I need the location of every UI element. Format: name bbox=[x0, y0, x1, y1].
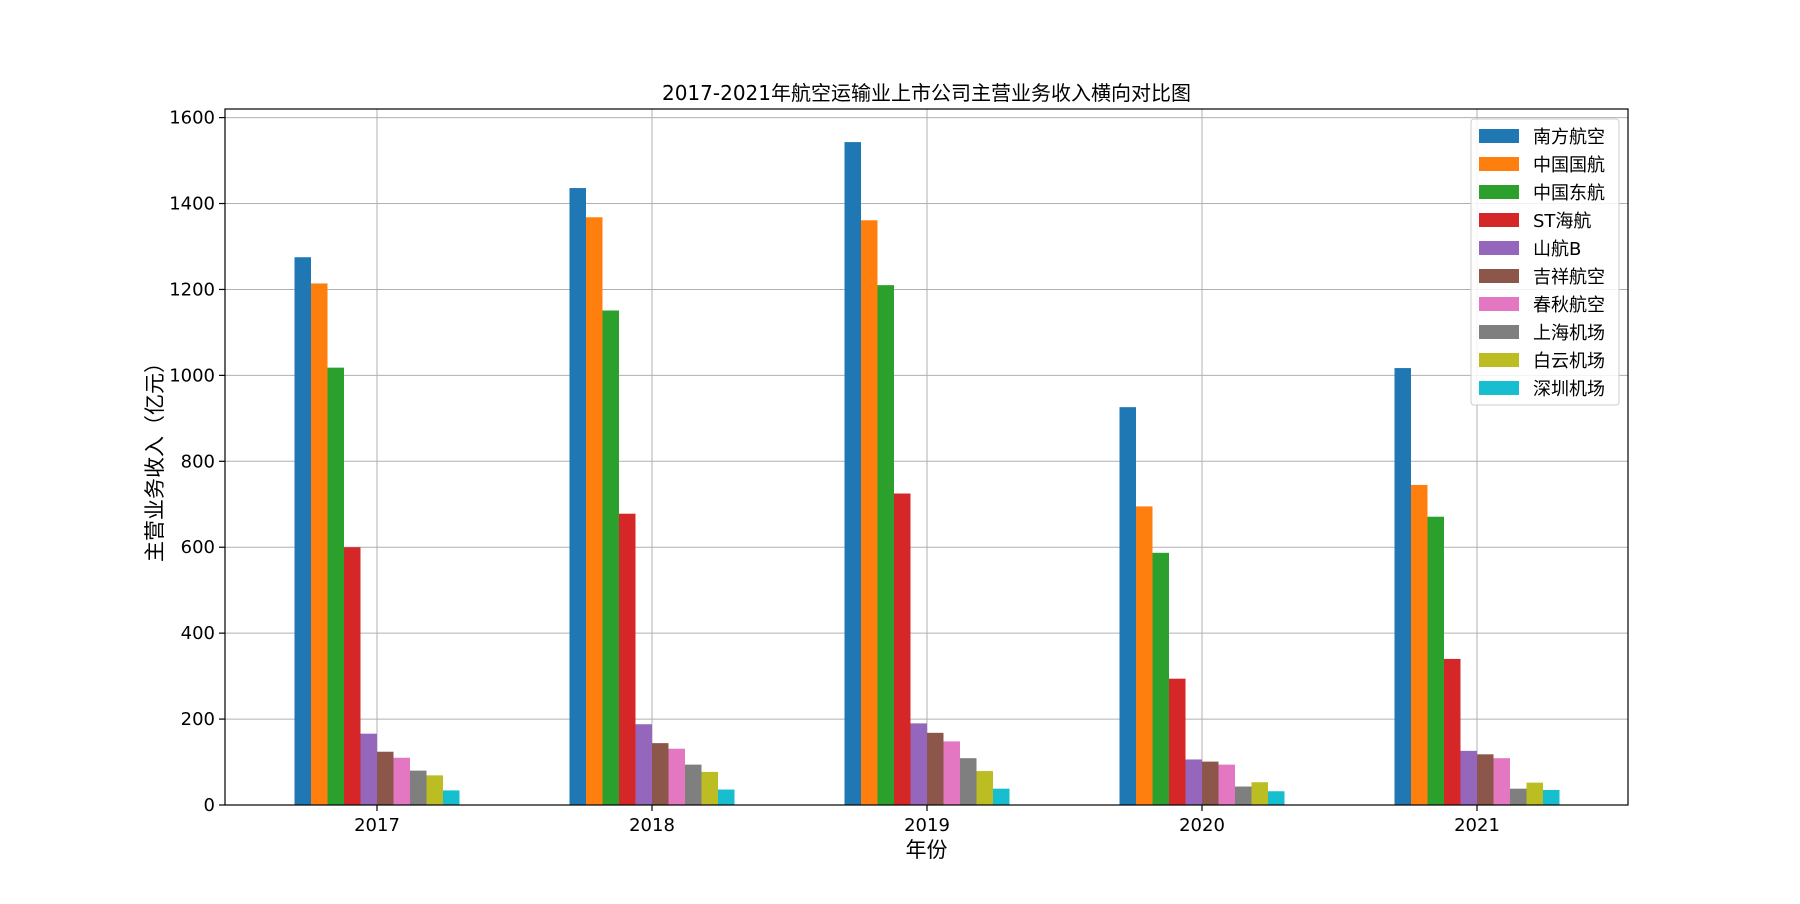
legend-swatch bbox=[1479, 213, 1519, 227]
bar bbox=[1169, 678, 1186, 805]
bar bbox=[668, 748, 685, 805]
legend-swatch bbox=[1479, 269, 1519, 283]
bar bbox=[586, 217, 603, 805]
y-tick-label: 0 bbox=[204, 795, 215, 816]
legend-label: 中国东航 bbox=[1533, 183, 1605, 204]
bar bbox=[1202, 761, 1219, 805]
bar bbox=[294, 257, 311, 805]
chart-title: 2017-2021年航空运输业上市公司主营业务收入横向对比图 bbox=[662, 81, 1191, 105]
legend-swatch bbox=[1479, 241, 1519, 255]
bar bbox=[910, 723, 927, 805]
y-tick-label: 1600 bbox=[169, 108, 215, 129]
legend-swatch bbox=[1479, 129, 1519, 143]
legend-label: 中国国航 bbox=[1533, 155, 1605, 176]
x-tick-label: 2020 bbox=[1179, 815, 1225, 836]
bar bbox=[1427, 516, 1444, 805]
x-tick-label: 2019 bbox=[904, 815, 950, 836]
legend-label: ST海航 bbox=[1533, 211, 1591, 232]
bar bbox=[877, 285, 894, 805]
y-tick-label: 1200 bbox=[169, 279, 215, 300]
bar bbox=[1460, 750, 1477, 805]
y-tick-label: 1400 bbox=[169, 194, 215, 215]
y-axis-title: 主营业务收入（亿元） bbox=[143, 352, 167, 562]
bar bbox=[652, 743, 669, 805]
bar bbox=[685, 764, 702, 805]
bar bbox=[377, 751, 394, 805]
bar bbox=[701, 771, 718, 805]
legend-label: 南方航空 bbox=[1533, 127, 1605, 148]
grid bbox=[225, 109, 1628, 806]
legend-swatch bbox=[1479, 381, 1519, 395]
bar bbox=[1185, 759, 1202, 805]
bar bbox=[1136, 506, 1153, 805]
legend-swatch bbox=[1479, 157, 1519, 171]
y-tick-label: 1000 bbox=[169, 365, 215, 386]
bar bbox=[1444, 658, 1461, 805]
bar bbox=[344, 547, 361, 805]
bar bbox=[426, 775, 443, 805]
bar bbox=[960, 758, 977, 805]
bar bbox=[1251, 782, 1268, 805]
x-tick-label: 2018 bbox=[629, 815, 675, 836]
legend-label: 山航B bbox=[1533, 239, 1581, 260]
bar bbox=[619, 513, 636, 805]
bar bbox=[635, 724, 652, 805]
bar bbox=[943, 741, 960, 805]
axes: 0 200 400 600 800 1000 1200 1400 1600 2017 2018 201… bbox=[169, 108, 1500, 836]
bar bbox=[1268, 791, 1285, 805]
y-tick-label: 600 bbox=[181, 537, 215, 558]
bar bbox=[1235, 786, 1252, 805]
bar bbox=[1119, 407, 1136, 805]
bar bbox=[1411, 484, 1428, 805]
legend-swatch bbox=[1479, 185, 1519, 199]
bar bbox=[993, 788, 1010, 805]
bar bbox=[311, 283, 328, 805]
bar bbox=[327, 367, 344, 805]
bar bbox=[976, 771, 993, 805]
legend-label: 上海机场 bbox=[1533, 323, 1605, 344]
bar bbox=[410, 770, 427, 805]
x-tick-label: 2017 bbox=[354, 815, 400, 836]
legend-label: 吉祥航空 bbox=[1533, 267, 1605, 288]
x-axis-title: 年份 bbox=[906, 838, 948, 862]
bar bbox=[718, 789, 735, 805]
bar bbox=[1477, 754, 1494, 805]
bar bbox=[569, 188, 586, 805]
x-tick-label: 2021 bbox=[1454, 815, 1500, 836]
bar bbox=[602, 310, 619, 805]
bar bbox=[443, 790, 460, 805]
bar bbox=[894, 493, 911, 805]
bar bbox=[1152, 552, 1169, 805]
y-tick-label: 400 bbox=[181, 623, 215, 644]
bar bbox=[1493, 758, 1510, 805]
bars bbox=[294, 142, 1560, 806]
bar bbox=[360, 733, 377, 805]
legend-label: 白云机场 bbox=[1533, 351, 1605, 372]
bar bbox=[1526, 782, 1543, 805]
bar bbox=[1510, 788, 1527, 805]
legend-label: 春秋航空 bbox=[1533, 295, 1605, 316]
bar bbox=[927, 732, 944, 805]
bar bbox=[1218, 764, 1235, 805]
bar bbox=[1543, 789, 1560, 805]
y-tick-label: 200 bbox=[181, 709, 215, 730]
legend-swatch bbox=[1479, 353, 1519, 367]
legend-swatch bbox=[1479, 325, 1519, 339]
bar bbox=[861, 220, 878, 806]
bar bbox=[844, 142, 861, 805]
y-tick-label: 800 bbox=[181, 451, 215, 472]
legend-swatch bbox=[1479, 297, 1519, 311]
bar bbox=[1394, 368, 1411, 805]
legend-label: 深圳机场 bbox=[1533, 379, 1605, 400]
bar bbox=[393, 757, 410, 805]
